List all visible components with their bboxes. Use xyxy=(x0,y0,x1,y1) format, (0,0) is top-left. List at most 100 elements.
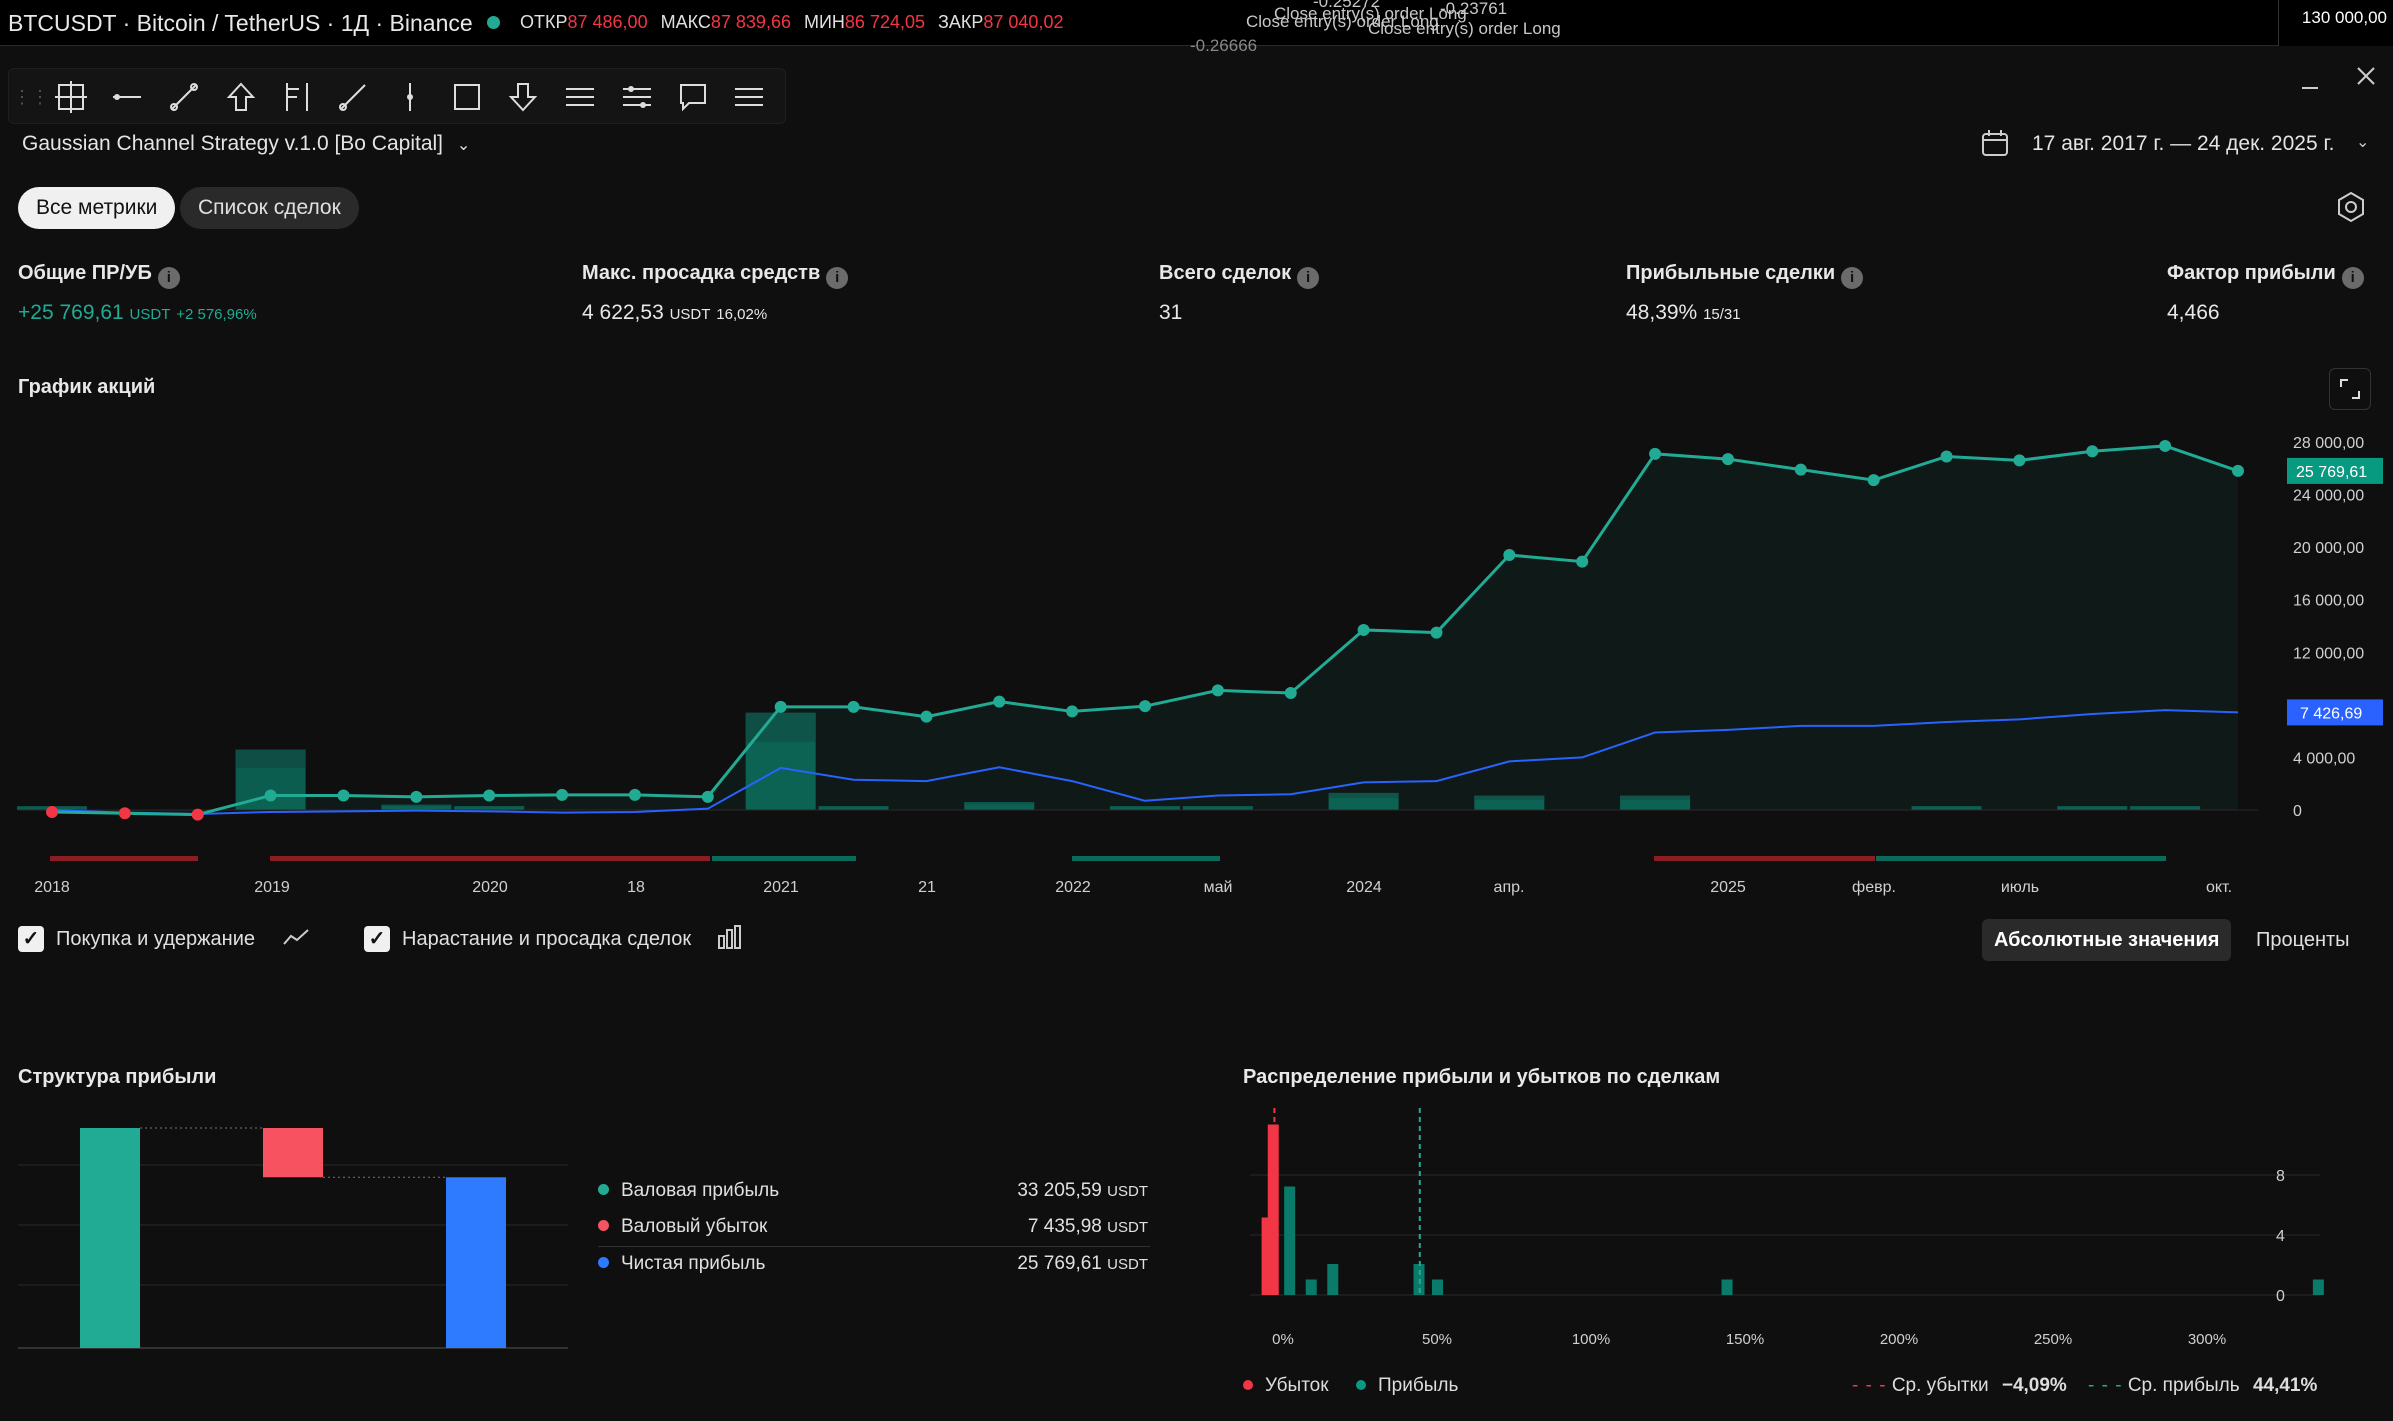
arrow-up-tool-icon[interactable] xyxy=(223,79,259,115)
metric-max-drawdown: Макс. просадка средств i 4 622,53 USDT 16… xyxy=(582,262,849,325)
y-tick-label: 8 xyxy=(2276,1168,2285,1185)
crosshair-tool-icon[interactable] xyxy=(53,79,89,115)
net-profit-bar xyxy=(446,1177,506,1348)
tab-all-metrics[interactable]: Все метрики xyxy=(18,187,176,229)
info-icon[interactable]: i xyxy=(1297,267,1320,289)
info-icon[interactable]: i xyxy=(826,267,849,289)
equity-area xyxy=(52,445,2238,815)
x-tick-label: апр. xyxy=(1494,879,1525,896)
fib-channel-tool-icon[interactable] xyxy=(562,79,598,115)
drawing-toolbar: ⋮⋮ xyxy=(8,68,786,124)
runup-bar xyxy=(1110,806,1180,810)
market-status-dot xyxy=(487,16,500,29)
distribution-title: Распределение прибыли и убытков по сделк… xyxy=(1243,1066,1721,1088)
drawdown-bar xyxy=(1328,792,1399,799)
x-tick-label: 250% xyxy=(2034,1331,2072,1348)
absolute-values-button[interactable]: Абсолютные значения xyxy=(1982,919,2232,961)
x-tick-label: 2025 xyxy=(1710,879,1746,896)
gross-loss-bar xyxy=(263,1128,323,1178)
info-icon[interactable]: i xyxy=(1841,267,1864,289)
trade-period-strip xyxy=(50,856,198,861)
runup-bar xyxy=(1911,806,1982,810)
tab-trade-list[interactable]: Список сделок xyxy=(180,187,359,229)
legend-value: 7 435,98 xyxy=(1027,1216,1102,1237)
arrow-down-tool-icon[interactable] xyxy=(505,79,541,115)
legend-label: Валовый убыток xyxy=(621,1216,768,1237)
dashed-line-icon: - - - xyxy=(1852,1375,1887,1396)
drawdown-bar xyxy=(1911,806,1982,808)
horizontal-line-tool-icon[interactable] xyxy=(109,79,145,115)
price-axis-label: 130 000,00 xyxy=(2278,0,2393,46)
dashed-line-icon: - - - xyxy=(2088,1375,2123,1396)
percent-values-button[interactable]: Проценты xyxy=(2256,929,2350,951)
x-tick-label: июль xyxy=(2001,879,2039,896)
expand-icon[interactable] xyxy=(2329,368,2371,410)
profit-bar xyxy=(2312,1279,2324,1295)
runup-checkbox[interactable]: ✓ xyxy=(364,926,390,952)
equity-point xyxy=(1139,700,1151,713)
gross-profit-bar xyxy=(80,1128,140,1348)
runup-label[interactable]: Нарастание и просадка сделок xyxy=(402,928,692,950)
close-label: ЗАКР xyxy=(938,12,984,32)
info-icon[interactable]: i xyxy=(157,267,180,289)
metric-unit: USDT xyxy=(129,306,171,323)
trend-line-tool-icon[interactable] xyxy=(166,79,202,115)
fib-tool-icon[interactable] xyxy=(279,79,315,115)
vertical-line-tool-icon[interactable] xyxy=(392,79,428,115)
date-range[interactable]: 17 авг. 2017 г. — 24 дек. 2025 г. xyxy=(2032,132,2334,156)
y-tick-label: 4 000,00 xyxy=(2293,750,2355,767)
buy-hold-label[interactable]: Покупка и удержание xyxy=(56,928,255,950)
close-icon[interactable] xyxy=(2356,66,2376,86)
info-icon[interactable]: i xyxy=(2341,267,2364,289)
settings-icon[interactable] xyxy=(2334,190,2368,229)
x-tick-label: 2024 xyxy=(1346,879,1382,896)
comment-tool-icon[interactable] xyxy=(675,79,711,115)
y-tick-label: 24 000,00 xyxy=(2293,488,2364,505)
distribution-chart: 8 4 0 0% 50% 100% 150% 200% 250% 300% xyxy=(1250,1108,2324,1348)
ray-tool-icon[interactable] xyxy=(335,79,371,115)
line-chart-icon xyxy=(282,926,310,955)
legend-gross-loss-value: 7 435,98 USDT xyxy=(940,1216,1148,1238)
metric-value: 4 622,53 xyxy=(582,301,664,324)
x-tick-label: 2022 xyxy=(1055,879,1091,896)
distribution-legend-avg-profit: - - - Ср. прибыль 44,41% xyxy=(2088,1375,2317,1397)
metric-extra: 16,02% xyxy=(716,306,768,323)
x-tick-label: 2021 xyxy=(763,879,799,896)
buy-hold-checkbox[interactable]: ✓ xyxy=(18,926,44,952)
rectangle-tool-icon[interactable] xyxy=(449,79,485,115)
x-tick-label: 18 xyxy=(627,879,645,896)
equity-point xyxy=(1940,450,1953,463)
metric-title: Общие ПР/УБ xyxy=(18,262,152,284)
equity-chart-title: График акций xyxy=(18,376,156,398)
chevron-down-icon: ⌄ xyxy=(456,137,471,154)
trade-period-strip xyxy=(1876,856,2166,861)
legend-label: Валовая прибыль xyxy=(621,1180,780,1201)
drawdown-bar xyxy=(235,749,306,768)
metric-value: +25 769,61 xyxy=(18,301,124,324)
metric-total-trades: Всего сделок i 31 xyxy=(1159,262,1320,325)
equity-chart: 28 000,00 24 000,00 20 000,00 16 000,00 12 0… xyxy=(17,435,2383,896)
calendar-icon[interactable] xyxy=(1980,128,2010,163)
metric-value: 31 xyxy=(1159,301,1183,324)
strategy-name: Gaussian Channel Strategy v.1.0 [Bo Capi… xyxy=(22,132,444,155)
y-tick-label: 20 000,00 xyxy=(2293,540,2364,557)
equity-point xyxy=(628,788,641,801)
metric-title: Макс. просадка средств xyxy=(582,262,821,284)
x-tick-label: 2020 xyxy=(472,879,508,896)
legend-gross-profit-value: 33 205,59 USDT xyxy=(940,1180,1148,1202)
legend-net-profit-value: 25 769,61 USDT xyxy=(940,1253,1148,1275)
bar-chart-icon xyxy=(716,924,744,955)
strategy-selector[interactable]: Gaussian Channel Strategy v.1.0 [Bo Capi… xyxy=(22,132,470,156)
minimize-icon[interactable] xyxy=(2300,70,2320,90)
symbol-title[interactable]: BTCUSDT · Bitcoin / TetherUS · 1Д · Bina… xyxy=(8,10,473,36)
drag-handle-icon[interactable]: ⋮⋮ xyxy=(13,87,49,107)
chevron-down-icon[interactable]: ⌄ xyxy=(2356,134,2370,151)
x-tick-label: 50% xyxy=(1422,1331,1452,1348)
pattern-tool-icon[interactable] xyxy=(619,79,655,115)
metric-title: Фактор прибыли xyxy=(2167,262,2336,284)
equity-point xyxy=(1211,684,1224,697)
runup-bar xyxy=(1182,806,1253,810)
menu-icon[interactable] xyxy=(731,79,767,115)
legend-label: Убыток xyxy=(1265,1375,1329,1396)
drawdown-bar xyxy=(2130,806,2201,808)
